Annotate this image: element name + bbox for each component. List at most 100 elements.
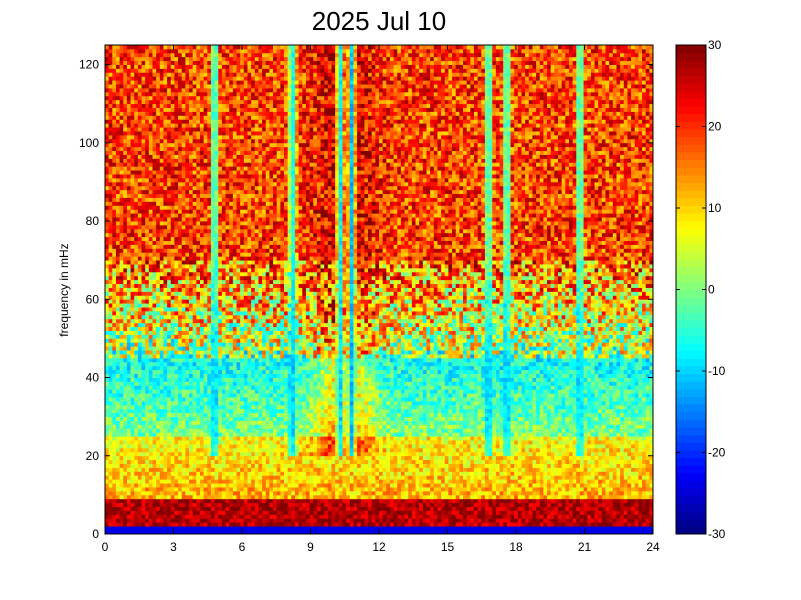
heatmap-cell <box>152 197 157 202</box>
heatmap-cell <box>207 487 212 492</box>
heatmap-cell <box>178 467 183 472</box>
heatmap-cell <box>240 134 245 140</box>
heatmap-cell <box>218 342 223 347</box>
heatmap-cell <box>203 494 208 500</box>
heatmap-cell <box>156 76 161 81</box>
heatmap-cell <box>229 174 234 179</box>
heatmap-cell <box>240 404 245 410</box>
heatmap-cell <box>247 338 252 343</box>
heatmap-cell <box>247 330 252 335</box>
heatmap-cell <box>174 52 179 58</box>
heatmap-cell <box>167 275 172 281</box>
heatmap-cell <box>218 131 223 136</box>
heatmap-cell <box>119 60 124 65</box>
heatmap-cell <box>196 408 201 414</box>
heatmap-cell <box>119 84 124 89</box>
heatmap-cell <box>214 326 219 331</box>
heatmap-cell <box>221 48 226 54</box>
heatmap-cell <box>130 365 135 371</box>
heatmap-cell <box>178 471 183 476</box>
heatmap-cell <box>221 311 226 316</box>
heatmap-cell <box>119 502 124 508</box>
heatmap-cell <box>247 209 252 214</box>
heatmap-cell <box>141 350 146 355</box>
heatmap-cell <box>196 252 201 257</box>
heatmap-cell <box>145 166 150 171</box>
heatmap-cell <box>174 338 179 343</box>
heatmap-cell <box>167 303 172 308</box>
heatmap-cell <box>130 52 135 58</box>
heatmap-cell <box>112 205 117 210</box>
heatmap-cell <box>134 150 139 155</box>
heatmap-cell <box>178 377 183 382</box>
heatmap-cell <box>232 455 237 461</box>
heatmap-cell <box>156 299 161 304</box>
heatmap-cell <box>148 502 153 508</box>
heatmap-cell <box>130 232 135 238</box>
heatmap-cell <box>148 291 153 296</box>
heatmap-cell <box>218 369 223 375</box>
heatmap-cell <box>196 264 201 269</box>
heatmap-cell <box>229 471 234 476</box>
heatmap-cell <box>167 404 172 410</box>
heatmap-cell <box>137 318 142 324</box>
heatmap-cell <box>196 271 201 277</box>
heatmap-cell <box>174 408 179 414</box>
heatmap-cell <box>247 459 252 464</box>
heatmap-cell <box>225 162 230 167</box>
heatmap-cell <box>130 342 135 347</box>
heatmap-cell <box>240 240 245 245</box>
heatmap-cell <box>207 103 212 108</box>
heatmap-cell <box>105 166 110 171</box>
heatmap-cell <box>196 357 201 363</box>
heatmap-cell <box>243 365 248 371</box>
heatmap-cell <box>152 361 157 367</box>
heatmap-cell <box>141 510 146 515</box>
heatmap-cell <box>243 287 248 292</box>
heatmap-cell <box>126 123 131 128</box>
heatmap-cell <box>218 471 223 476</box>
heatmap-cell <box>112 385 117 390</box>
heatmap-cell <box>236 471 241 476</box>
heatmap-cell <box>174 373 179 378</box>
heatmap-cell <box>243 432 248 437</box>
heatmap-cell <box>232 189 237 195</box>
heatmap-cell <box>196 326 201 331</box>
heatmap-cell <box>181 369 186 375</box>
heatmap-cell <box>159 330 164 335</box>
heatmap-cell <box>178 408 183 414</box>
heatmap-cell <box>199 56 205 62</box>
heatmap-cell <box>214 479 219 484</box>
heatmap-cell <box>178 99 183 105</box>
heatmap-cell <box>134 271 139 277</box>
heatmap-cell <box>108 369 113 375</box>
heatmap-cell <box>185 408 190 414</box>
heatmap-cell <box>240 111 245 116</box>
heatmap-cell <box>167 248 172 253</box>
heatmap-cell <box>174 502 179 508</box>
heatmap-cell <box>170 361 175 367</box>
heatmap-cell <box>214 487 219 492</box>
heatmap-cell <box>170 408 175 414</box>
heatmap-cell <box>152 166 157 171</box>
heatmap-cell <box>152 404 157 410</box>
heatmap-cell <box>145 111 150 116</box>
heatmap-cell <box>218 287 223 292</box>
heatmap-cell <box>159 174 164 179</box>
heatmap-cell <box>141 252 146 257</box>
heatmap-cell <box>141 389 146 394</box>
heatmap-cell <box>214 295 219 300</box>
heatmap-cell <box>199 506 205 511</box>
heatmap-cell <box>108 224 113 230</box>
heatmap-cell <box>232 400 237 406</box>
heatmap-cell <box>203 138 208 144</box>
heatmap-cell <box>156 404 161 410</box>
heatmap-cell <box>207 530 212 535</box>
heatmap-cell <box>185 498 190 504</box>
heatmap-cell <box>163 346 168 351</box>
heatmap-cell <box>156 267 161 273</box>
heatmap-cell <box>196 99 201 105</box>
heatmap-cell <box>196 506 201 511</box>
heatmap-cell <box>243 506 248 511</box>
heatmap-cell <box>123 162 128 167</box>
